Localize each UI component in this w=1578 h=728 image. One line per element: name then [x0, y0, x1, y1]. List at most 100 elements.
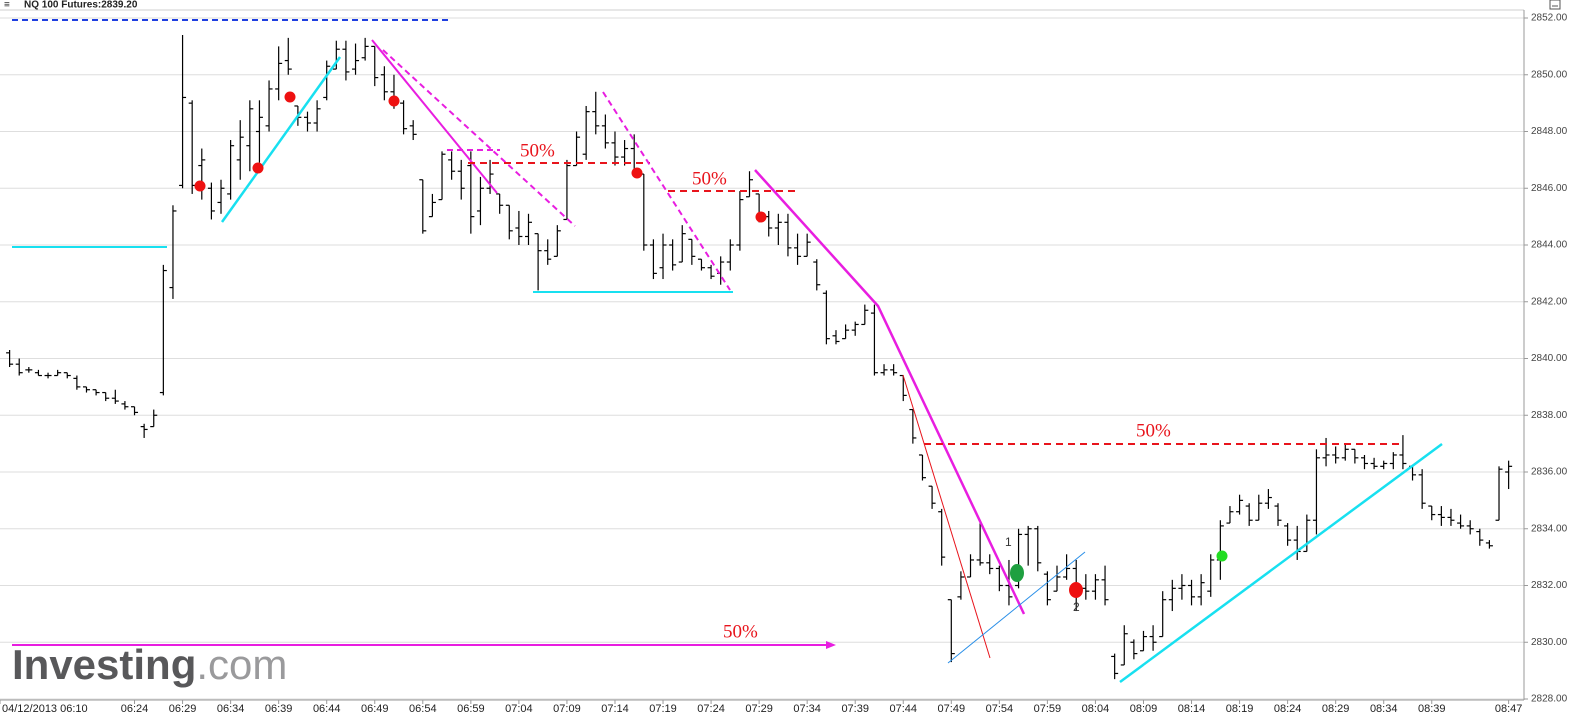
ohlc-bar [34, 369, 42, 377]
ohlc-bar [1437, 506, 1445, 526]
ohlc-bar [1418, 469, 1426, 509]
annotations: 50% 50% 50% 50% 1 2 [520, 140, 1171, 642]
ohlc-bar [986, 554, 994, 575]
ohlc-bar [1360, 454, 1368, 470]
ohlc-bar [870, 304, 878, 376]
ohlc-bar [774, 213, 782, 246]
axes: 2828.00 2830.00 2832.00 2834.00 2836.00 2838.… [0, 13, 1568, 715]
ohlc-bar [746, 171, 754, 198]
ohlc-bar [976, 520, 984, 566]
ohlc-bar [1495, 466, 1503, 521]
ohlc-bar [246, 100, 254, 172]
sell-dot [755, 211, 767, 223]
x-tick-label: 08:19 [1226, 703, 1254, 715]
ohlc-bar [553, 225, 561, 257]
x-tick-label: 08:34 [1370, 703, 1398, 715]
ohlc-bar [352, 43, 360, 75]
ohlc-bar [1168, 579, 1176, 612]
window-icon[interactable] [1549, 0, 1561, 10]
ohlc-bar [842, 324, 850, 340]
ohlc-bar [1101, 565, 1109, 606]
ohlc-bar [1312, 449, 1320, 535]
x-tick-label: 07:44 [889, 703, 917, 715]
ohlc-bar [995, 565, 1003, 592]
ohlc-bar [303, 111, 311, 132]
x-tick-label: 08:47 [1495, 703, 1523, 715]
ohlc-bar [1476, 528, 1484, 546]
ohlc-bar [918, 454, 926, 481]
ohlc-bar [1034, 525, 1042, 572]
y-tick-label: 2842.00 [1531, 296, 1568, 307]
watermark-domain: .com [196, 641, 287, 688]
ohlc-bar [371, 45, 379, 87]
ohlc-bar [275, 46, 283, 101]
ohlc-bar [6, 349, 14, 368]
ohlc-bar [794, 233, 802, 265]
ohlc-bar [1274, 503, 1282, 526]
ohlc-bar [73, 375, 81, 390]
y-tick-label: 2840.00 [1531, 353, 1568, 364]
x-tick-label: 06:24 [121, 703, 149, 715]
ohlc-bar [1130, 639, 1138, 660]
ohlc-bar [342, 40, 350, 81]
ohlc-bar [419, 179, 427, 234]
ohlc-bar [649, 239, 657, 280]
ohlc-bar [1389, 452, 1397, 470]
trendline [754, 169, 1026, 615]
y-tick-label: 2844.00 [1531, 240, 1568, 251]
ohlc-bar [928, 485, 936, 509]
x-tick-label: 06:44 [313, 703, 341, 715]
ohlc-bar [1264, 489, 1272, 509]
ohlc-bar [1111, 653, 1119, 680]
x-tick-label: 07:59 [1034, 703, 1062, 715]
ohlc-bar [861, 304, 869, 326]
x-tick-label: 04/12/2013 06:10 [2, 703, 88, 715]
ohlc-bar [909, 408, 917, 444]
x-tick-label: 07:24 [697, 703, 725, 715]
ohlc-bar [659, 233, 667, 280]
x-tick-label: 06:29 [169, 703, 197, 715]
ohlc-bar [813, 259, 821, 291]
ohlc-bar [1178, 574, 1186, 600]
annotation: 50% [1136, 420, 1171, 441]
ohlc-bar [1053, 565, 1061, 592]
ohlc-bar [486, 159, 494, 194]
x-tick-label: 06:54 [409, 703, 437, 715]
ohlc-bar [1207, 554, 1215, 597]
ohlc-bar [1485, 540, 1493, 549]
ohlc-bar [1043, 571, 1051, 606]
ohlc-bar [1091, 574, 1099, 600]
ohlc-bar [361, 37, 369, 61]
ohlc-bar [582, 105, 590, 160]
ohlc-bar [678, 225, 686, 263]
ohlc-bar [448, 151, 456, 180]
annotation: 50% [692, 168, 727, 189]
trendline [371, 39, 498, 194]
ohlc-bar [400, 100, 408, 135]
x-tick-label: 07:19 [649, 703, 677, 715]
ohlc-bar [496, 193, 504, 214]
x-tick-label: 06:34 [217, 703, 245, 715]
ohlc-bar [736, 191, 744, 251]
ohlc-bar [621, 140, 629, 166]
trendline [1119, 442, 1443, 684]
ohlc-bar [592, 91, 600, 135]
ohlc-bar [63, 372, 71, 379]
ohlc-bar [111, 389, 119, 404]
ohlc-bar [832, 330, 840, 345]
ohlc-bar [380, 66, 388, 101]
watermark-brand: Investing [12, 641, 196, 688]
ohlc-bar [428, 193, 436, 218]
ohlc-bar [697, 258, 705, 271]
sell-dot [388, 95, 400, 107]
ohlc-bar [1399, 435, 1407, 470]
y-tick-label: 2834.00 [1531, 523, 1568, 534]
ohlc-bar [1245, 503, 1253, 526]
ohlc-bar [1322, 437, 1330, 467]
ohlc-bar [1159, 591, 1167, 638]
ohlc-bar [457, 159, 465, 200]
ohlc-bar [1188, 579, 1196, 606]
ohlc-bar [1505, 460, 1513, 490]
watermark: Investing.com [12, 641, 287, 688]
